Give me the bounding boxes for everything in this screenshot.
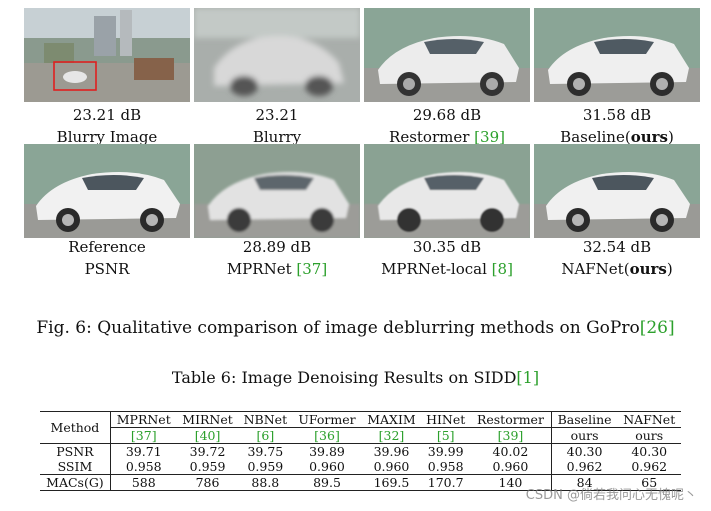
row-label: MACs(G) bbox=[40, 474, 111, 491]
table-cell: 39.71 bbox=[125, 444, 162, 459]
method-cite: [39] bbox=[470, 427, 552, 444]
table-cell: 0.962 bbox=[566, 459, 603, 474]
panel-caption-7: 30.35 dB MPRNet-local [8] bbox=[381, 238, 513, 278]
row-label: PSNR bbox=[40, 443, 111, 459]
mprnet-local-result-image bbox=[364, 144, 530, 238]
figure-caption: Fig. 6: Qualitative comparison of image … bbox=[36, 318, 675, 338]
method-name: Baseline bbox=[551, 411, 618, 428]
method-name: NBNet bbox=[238, 411, 293, 428]
table-caption: Table 6: Image Denoising Results on SIDD… bbox=[171, 368, 540, 387]
method-cite: [40] bbox=[176, 427, 239, 444]
method-header: Method bbox=[40, 411, 111, 444]
method-cite: [6] bbox=[238, 427, 293, 444]
method-name: Restormer bbox=[470, 411, 552, 428]
method-name: MAXIM bbox=[361, 411, 422, 428]
watermark: CSDN @倘若我问心无愧呢丶 bbox=[525, 488, 697, 503]
table-cell: 39.99 bbox=[427, 444, 464, 459]
panel-caption-3: 29.68 dB Restormer [39] bbox=[389, 106, 505, 146]
blurry-crop-image bbox=[194, 8, 360, 102]
table-cell: 170.7 bbox=[421, 474, 471, 491]
table-cell: 0.960 bbox=[470, 459, 552, 475]
panel-caption-1: 23.21 dB Blurry Image bbox=[56, 106, 158, 146]
table-cell: 40.30 bbox=[631, 444, 668, 459]
table-cell: 39.89 bbox=[309, 444, 345, 459]
results-table: Method MPRNet MIRNet NBNet UFormer MAXIM… bbox=[40, 411, 681, 491]
panel-caption-4: 31.58 dB Baseline(ours) bbox=[560, 106, 674, 146]
table-cell: 0.960 bbox=[373, 459, 410, 474]
table-row-macs: MACs(G) 588 786 88.8 89.5 169.5 170.7 14… bbox=[40, 474, 681, 491]
panel-caption-5: Reference PSNR bbox=[68, 238, 146, 278]
table-cell: 0.959 bbox=[247, 459, 284, 474]
method-name: UFormer bbox=[292, 411, 362, 428]
table-cell: 0.958 bbox=[125, 459, 162, 474]
method-ours-label: ours bbox=[617, 427, 681, 444]
table-cell: 84 bbox=[551, 474, 618, 491]
table-cell: 39.75 bbox=[247, 444, 284, 459]
method-name: MPRNet bbox=[110, 411, 177, 428]
table-cell: 89.5 bbox=[292, 474, 362, 491]
panel-caption-8: 32.54 dB NAFNet(ours) bbox=[561, 238, 673, 278]
nafnet-result-image bbox=[534, 144, 700, 238]
table-cell: 0.962 bbox=[631, 459, 668, 474]
table-cell: 39.96 bbox=[373, 444, 410, 459]
method-cite: [5] bbox=[421, 427, 471, 444]
table-cell: 39.72 bbox=[189, 444, 226, 459]
row-label: SSIM bbox=[40, 459, 111, 475]
table-cell: 88.8 bbox=[238, 474, 293, 491]
table-row-ssim: SSIM 0.958 0.959 0.959 0.960 0.960 0.958… bbox=[40, 459, 681, 475]
restormer-result-image bbox=[364, 8, 530, 102]
method-cite: [36] bbox=[292, 427, 362, 444]
panel-caption-2: 23.21 Blurry bbox=[252, 106, 302, 146]
table-cell: 40.30 bbox=[566, 444, 603, 459]
table-cell: 0.960 bbox=[309, 459, 345, 474]
table-cell: 65 bbox=[617, 474, 681, 491]
method-name: NAFNet bbox=[617, 411, 681, 428]
method-ours-label: ours bbox=[551, 427, 618, 444]
table-cell: 786 bbox=[176, 474, 239, 491]
table-cell: 588 bbox=[110, 474, 177, 491]
method-cite: [32] bbox=[361, 427, 422, 444]
method-name: HINet bbox=[421, 411, 471, 428]
method-cite: [37] bbox=[110, 427, 177, 444]
reference-image bbox=[24, 144, 190, 238]
table-cell: 169.5 bbox=[361, 474, 422, 491]
table-row-psnr: PSNR 39.71 39.72 39.75 39.89 39.96 39.99… bbox=[40, 443, 681, 459]
mprnet-result-image bbox=[194, 144, 360, 238]
method-name: MIRNet bbox=[176, 411, 239, 428]
table-cell: 0.958 bbox=[427, 459, 464, 474]
panel-caption-6: 28.89 dB MPRNet [37] bbox=[226, 238, 328, 278]
table-cell: 140 bbox=[470, 474, 552, 491]
blurry-full-image bbox=[24, 8, 190, 102]
table-cell: 40.02 bbox=[470, 443, 552, 459]
table-cell: 0.959 bbox=[189, 459, 226, 474]
baseline-result-image bbox=[534, 8, 700, 102]
